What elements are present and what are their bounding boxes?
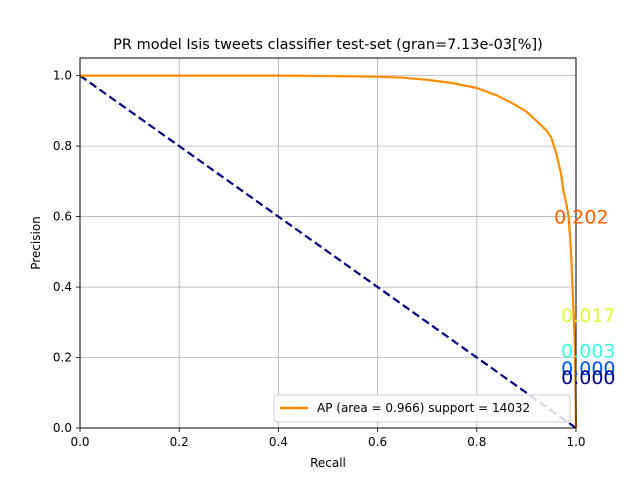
- diagonal-reference-line: [79, 74, 577, 429]
- y-axis-label: Precision: [29, 216, 43, 270]
- threshold-label: 0.000: [561, 358, 615, 380]
- x-tick-label: 0.6: [368, 435, 387, 449]
- pr-curve-line: [80, 74, 578, 429]
- y-tick-label: 0.2: [53, 351, 72, 365]
- x-tick-label: 1.0: [566, 435, 585, 449]
- legend: AP (area = 0.966) support = 14032: [273, 394, 571, 423]
- threshold-label: 0.000: [561, 367, 615, 389]
- reference-line-layer: [79, 74, 577, 429]
- y-tick-label: 1.0: [53, 69, 72, 83]
- threshold-label: 0.202: [554, 207, 608, 229]
- chart-title: PR model Isis tweets classifier test-set…: [113, 37, 543, 53]
- y-tick-label: 0.8: [53, 139, 72, 153]
- ticks: 0.0 0.2 0.4 0.6 0.8 1.0 0.0 0.2 0.4 0.6 0.8 1.0: [53, 69, 586, 449]
- y-tick-label: 0.4: [53, 280, 72, 294]
- series-layer: [80, 74, 578, 429]
- x-tick-label: 0.2: [170, 435, 189, 449]
- x-tick-label: 0.0: [70, 435, 89, 449]
- y-tick-label: 0.6: [53, 210, 72, 224]
- x-tick-label: 0.8: [467, 435, 486, 449]
- legend-box: [273, 394, 571, 423]
- y-tick-label: 0.0: [53, 421, 72, 435]
- x-tick-label: 0.4: [269, 435, 288, 449]
- grid: [79, 58, 577, 429]
- threshold-label: 0.017: [561, 305, 615, 327]
- legend-entry-label: AP (area = 0.966) support = 14032: [317, 401, 530, 415]
- threshold-label: 0.003: [561, 340, 615, 362]
- x-axis-label: Recall: [310, 456, 346, 470]
- axes-frame: [79, 57, 577, 429]
